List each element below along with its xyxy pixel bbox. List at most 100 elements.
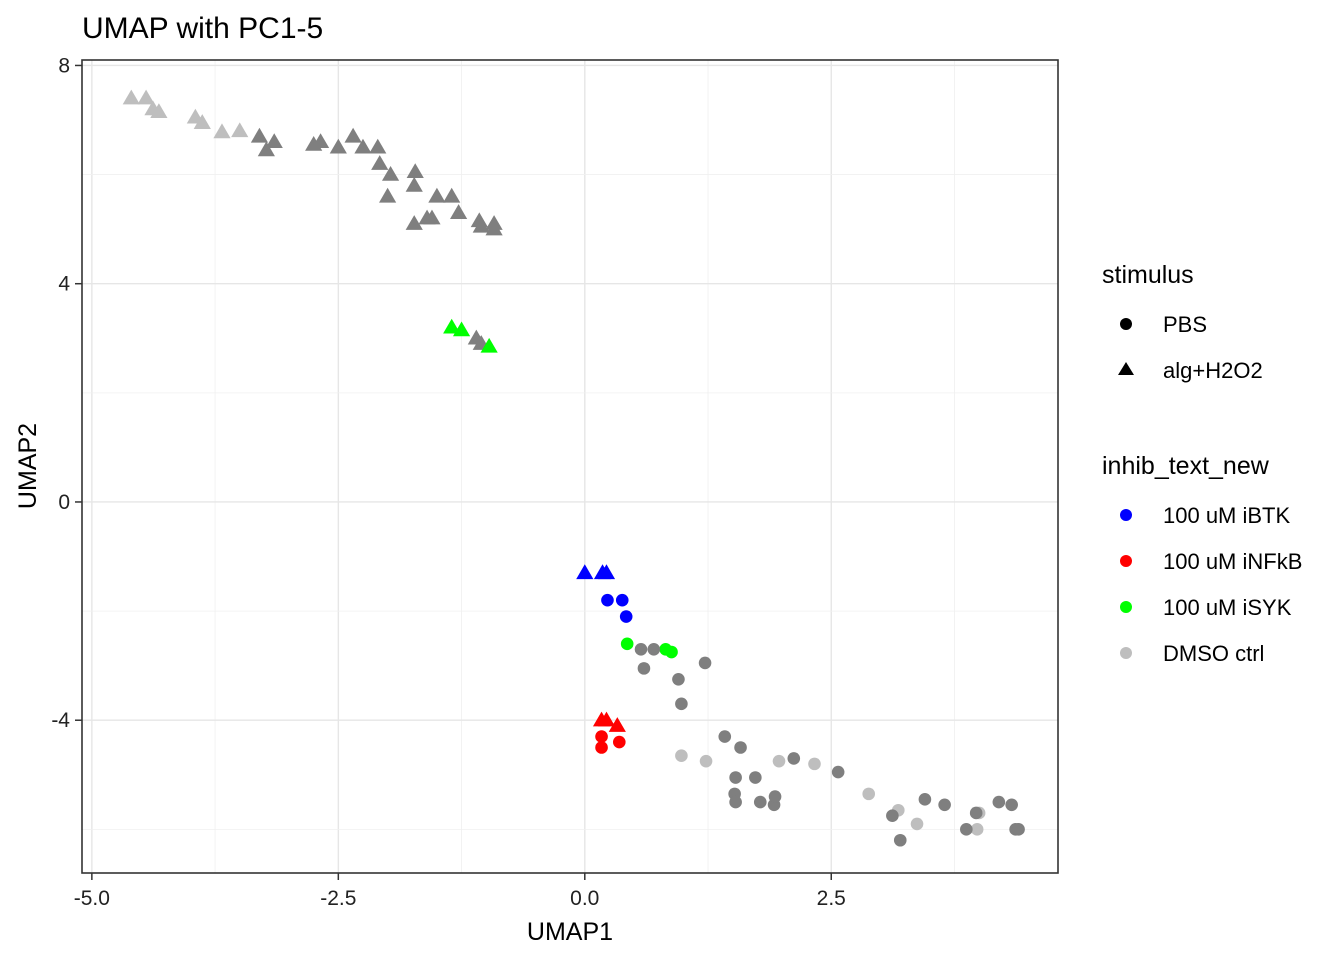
- grid-lines: [82, 60, 1058, 873]
- data-point-ibtk-alg-h2o2: [576, 564, 594, 580]
- data-point-dmso-alg-h2o2: [150, 103, 168, 119]
- legend-circle-key: [1120, 318, 1132, 330]
- y-tick-label: -4: [51, 709, 70, 732]
- x-tick-label: 2.5: [817, 887, 846, 910]
- legend-item-isyk: 100 uM iSYK: [1163, 595, 1292, 620]
- data-point-other-pbs: [698, 656, 712, 670]
- data-point-other-alg-h2o2: [423, 209, 441, 225]
- legend-stimulus: stimulus PBS alg+H2O2: [1102, 261, 1263, 383]
- data-point-other-alg-h2o2: [265, 133, 283, 149]
- data-point-other-pbs: [675, 697, 688, 711]
- data-point-infkb-pbs: [612, 735, 626, 749]
- data-point-other-pbs: [634, 642, 648, 656]
- legend-isyk-key: [1120, 601, 1132, 613]
- x-tick-label: -2.5: [320, 887, 356, 910]
- data-point-other-pbs: [938, 798, 951, 812]
- data-point-other-pbs: [729, 795, 742, 809]
- data-point-other-alg-h2o2: [449, 204, 468, 219]
- y-tick-label: 4: [58, 273, 70, 296]
- data-point-other-alg-h2o2: [257, 141, 275, 157]
- data-point-other-alg-h2o2: [405, 176, 423, 192]
- data-point-dmso-pbs: [808, 757, 821, 771]
- data-point-other-pbs: [749, 771, 762, 784]
- data-point-other-pbs: [1005, 798, 1018, 812]
- data-point-other-alg-h2o2: [379, 187, 397, 203]
- data-point-other-pbs: [893, 833, 907, 847]
- data-point-dmso-pbs: [970, 823, 984, 836]
- data-point-other-alg-h2o2: [405, 215, 423, 230]
- legend-item-alg-h2o2: alg+H2O2: [1163, 358, 1263, 383]
- data-point-other-pbs: [918, 793, 932, 806]
- data-point-other-alg-h2o2: [250, 127, 269, 143]
- plot-panel-border: [81, 59, 1059, 874]
- data-point-dmso-pbs: [910, 817, 924, 831]
- data-point-infkb-alg-h2o2: [597, 711, 616, 727]
- data-point-other-pbs: [1012, 823, 1025, 836]
- legend-ibtk-key: [1120, 509, 1132, 521]
- data-point-infkb-pbs: [595, 730, 608, 743]
- data-point-dmso-pbs: [862, 787, 876, 801]
- legend-stimulus-title: stimulus: [1102, 261, 1194, 289]
- legend-inkfb-key: [1120, 555, 1132, 567]
- data-point-other-pbs: [647, 642, 661, 656]
- data-point-other-pbs: [960, 823, 973, 836]
- data-point-infkb-pbs: [595, 741, 608, 754]
- data-point-dmso-alg-h2o2: [122, 89, 140, 105]
- data-point-other-pbs: [886, 809, 899, 823]
- data-point-isyk-alg-h2o2: [480, 337, 498, 353]
- legend-item-infkb: 100 uM iNFkB: [1163, 549, 1302, 574]
- data-point-isyk-pbs: [620, 637, 634, 651]
- data-point-isyk-alg-h2o2: [452, 321, 471, 337]
- data-point-other-pbs: [787, 752, 801, 765]
- data-point-other-alg-h2o2: [472, 217, 490, 233]
- x-axis-title: UMAP1: [527, 918, 613, 946]
- data-point-other-alg-h2o2: [311, 133, 330, 149]
- data-point-ibtk-pbs: [601, 593, 614, 607]
- legend-item-dmso: DMSO ctrl: [1163, 641, 1264, 666]
- legend-triangle-key: [1118, 362, 1134, 375]
- data-point-other-pbs: [637, 662, 651, 675]
- data-point-ibtk-pbs: [615, 593, 629, 607]
- data-point-isyk-alg-h2o2: [443, 318, 461, 334]
- data-point-other-pbs: [969, 806, 983, 820]
- axis-ticks: -5.0 -2.5 0.0 2.5 8 4 0 -4: [51, 54, 846, 910]
- y-tick-label: 8: [58, 54, 70, 77]
- data-point-other-alg-h2o2: [443, 187, 461, 203]
- data-point-other-pbs: [734, 741, 747, 754]
- data-point-other-pbs: [992, 795, 1006, 809]
- data-point-other-alg-h2o2: [369, 138, 387, 154]
- data-point-other-alg-h2o2: [381, 165, 400, 181]
- data-point-other-pbs: [672, 672, 685, 686]
- chart-title: UMAP with PC1-5: [82, 12, 323, 45]
- data-point-other-alg-h2o2: [354, 138, 372, 154]
- data-point-other-pbs: [753, 795, 767, 809]
- legend-dmso-key: [1120, 647, 1132, 659]
- data-point-isyk-pbs: [665, 645, 678, 659]
- data-point-dmso-pbs: [699, 754, 713, 768]
- data-point-other-alg-h2o2: [406, 163, 424, 179]
- legend-item-pbs: PBS: [1163, 312, 1207, 337]
- data-point-other-alg-h2o2: [428, 187, 446, 203]
- data-point-other-pbs: [768, 790, 782, 803]
- x-tick-label: 0.0: [570, 887, 599, 910]
- data-point-other-alg-h2o2: [344, 127, 362, 143]
- legend-inhib: inhib_text_new 100 uM iBTK 100 uM iNFkB …: [1102, 452, 1302, 666]
- data-point-dmso-alg-h2o2: [231, 122, 249, 138]
- data-point-dmso-alg-h2o2: [213, 123, 231, 139]
- data-point-ibtk-alg-h2o2: [597, 564, 616, 580]
- data-point-other-alg-h2o2: [371, 155, 389, 170]
- data-point-other-alg-h2o2: [485, 220, 503, 236]
- data-point-ibtk-pbs: [619, 610, 633, 623]
- data-point-dmso-alg-h2o2: [193, 114, 211, 129]
- legend-item-ibtk: 100 uM iBTK: [1163, 503, 1290, 528]
- data-point-infkb-alg-h2o2: [608, 717, 626, 732]
- data-points: [122, 89, 1025, 847]
- y-tick-label: 0: [58, 491, 70, 514]
- data-point-other-pbs: [831, 765, 845, 779]
- data-point-dmso-pbs: [772, 754, 786, 768]
- data-point-dmso-pbs: [675, 749, 688, 762]
- data-point-dmso-alg-h2o2: [137, 89, 155, 105]
- legend-inhib-title: inhib_text_new: [1102, 452, 1270, 480]
- data-point-other-pbs: [729, 771, 742, 784]
